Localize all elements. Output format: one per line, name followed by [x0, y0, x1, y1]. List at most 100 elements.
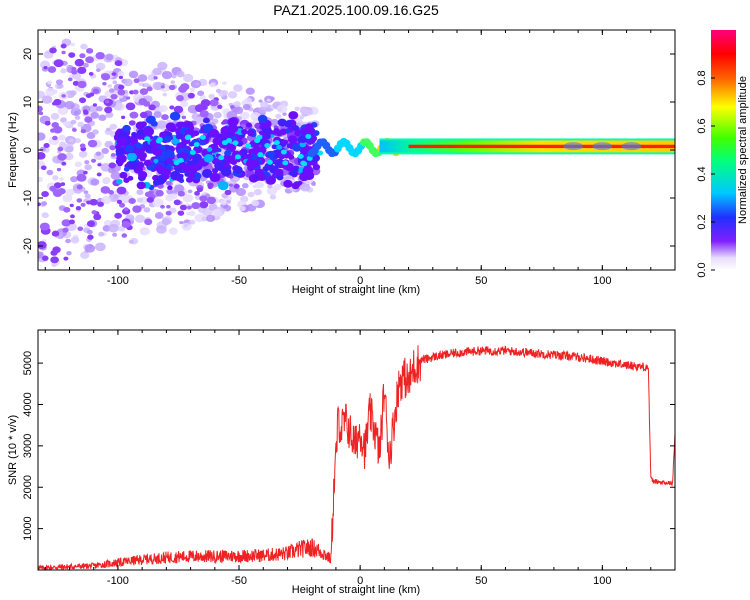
spectrogram-hotspot — [189, 149, 196, 155]
spectrogram-blob — [95, 151, 102, 157]
spectrogram-blob — [134, 148, 141, 154]
spectrogram-blob — [76, 198, 83, 203]
spectrogram-blob — [240, 148, 248, 155]
spectrogram-blob — [91, 210, 97, 215]
spectrogram-blob — [163, 135, 172, 143]
spectrogram-blob — [169, 111, 181, 121]
spectrogram-blob — [224, 189, 232, 196]
spectrogram-blob — [76, 173, 87, 182]
spectrogram-blob — [160, 85, 165, 89]
spectrogram-blob — [199, 94, 206, 100]
spectrogram-blob — [291, 182, 300, 190]
spectrogram-blob — [84, 244, 96, 253]
spectrogram-blob — [117, 89, 126, 96]
spectrogram-blob — [175, 121, 184, 129]
spectrogram-hotspot — [173, 160, 180, 166]
spectrogram-blob — [91, 158, 97, 163]
spectrogram-blob — [245, 122, 252, 128]
spectrogram-blob — [156, 225, 167, 234]
spectrogram-hotspot — [144, 136, 151, 142]
spectrogram-blob — [38, 152, 46, 160]
spectrogram-blob — [73, 110, 79, 115]
spectrogram-blob — [126, 96, 131, 100]
spectrogram-blob — [38, 176, 43, 183]
spectrogram-blob — [140, 121, 147, 127]
spectrogram-blob — [84, 164, 92, 171]
spectrogram-blob — [100, 73, 111, 81]
spectrogram-blob — [199, 140, 206, 146]
spectrogram-blob — [84, 160, 90, 165]
spectrogram-ytick-label: 20 — [22, 48, 34, 60]
spectrogram-hotspot — [199, 134, 206, 140]
spectrogram-blob — [266, 98, 271, 102]
spectrogram-blob — [296, 122, 302, 127]
spectrogram-blob — [68, 52, 76, 58]
spectrogram-blob — [143, 159, 152, 167]
spectrogram-blob — [65, 188, 75, 197]
spectrogram-blob — [155, 164, 164, 172]
spectrogram-blob — [122, 124, 131, 133]
spectrogram-blob — [105, 53, 114, 61]
spectrogram-blob — [207, 182, 214, 188]
spectrogram-blob — [111, 72, 117, 76]
spectrogram-blob — [64, 152, 74, 161]
spectrogram-blob — [61, 94, 66, 98]
spectrogram-blob — [283, 179, 293, 188]
spectrogram-blob — [160, 204, 165, 209]
spectrogram-blob — [129, 136, 139, 145]
spectrogram-blob — [199, 195, 208, 202]
spectrogram-blob — [139, 227, 150, 236]
spectrogram-blob — [181, 115, 187, 120]
spectrogram-blob — [291, 143, 302, 152]
spectrogram-blob — [53, 59, 64, 68]
spectrogram-blob — [85, 56, 94, 64]
spectrogram-blob — [133, 78, 140, 84]
spectrogram-blob — [41, 255, 49, 261]
snr-xtick-label: 50 — [475, 575, 487, 587]
spectrogram-blob — [306, 172, 314, 179]
spectrogram-blob — [70, 90, 77, 96]
spectrogram-heatmap — [38, 38, 675, 267]
spectrogram-blob — [206, 146, 213, 152]
spectrogram-blob — [290, 170, 298, 177]
spectrogram-blob — [203, 154, 214, 163]
spectrogram-blob — [77, 226, 84, 232]
spectrogram-blob — [65, 238, 71, 244]
spectrogram-blob — [176, 95, 184, 102]
spectrogram-blob — [217, 104, 223, 109]
spectrogram-blob — [173, 105, 184, 114]
spectrogram-blob — [271, 130, 278, 135]
spectrogram-blob — [177, 190, 185, 197]
spectrogram-blob — [245, 158, 257, 168]
spectrogram-blob — [300, 183, 311, 192]
spectrogram-blob — [118, 84, 125, 90]
spectrogram-blob — [52, 125, 63, 134]
spectrogram-blob — [233, 84, 243, 92]
spectrogram-blob — [108, 162, 117, 169]
spectrogram-blob — [161, 114, 169, 121]
spectrogram-blob — [155, 176, 166, 185]
spectrogram-blob — [97, 201, 104, 207]
spectrogram-band-blob — [621, 142, 642, 151]
spectrogram-hotspot — [234, 154, 241, 160]
spectrogram-blob — [173, 199, 181, 206]
spectrogram-ytick-label: -20 — [22, 238, 34, 254]
spectrogram-blob — [267, 184, 273, 189]
spectrogram-blob — [169, 105, 175, 110]
spectrogram-blob — [80, 202, 86, 207]
spectrogram-blob — [143, 207, 151, 213]
spectrogram-hotspot — [266, 159, 273, 165]
spectrogram-xtick-label: -50 — [231, 275, 247, 287]
spectrogram-blob — [129, 111, 139, 119]
spectrogram-blob — [119, 202, 126, 208]
spectrogram-blob — [49, 47, 57, 54]
spectrogram-blob — [196, 187, 204, 193]
spectrogram-blob — [97, 163, 102, 167]
snr-xtick-label: 0 — [357, 575, 363, 587]
spectrogram-blob — [252, 184, 257, 189]
spectrogram-blob — [134, 214, 146, 223]
spectrogram-blob — [110, 171, 122, 180]
spectrogram-blob — [116, 186, 127, 195]
